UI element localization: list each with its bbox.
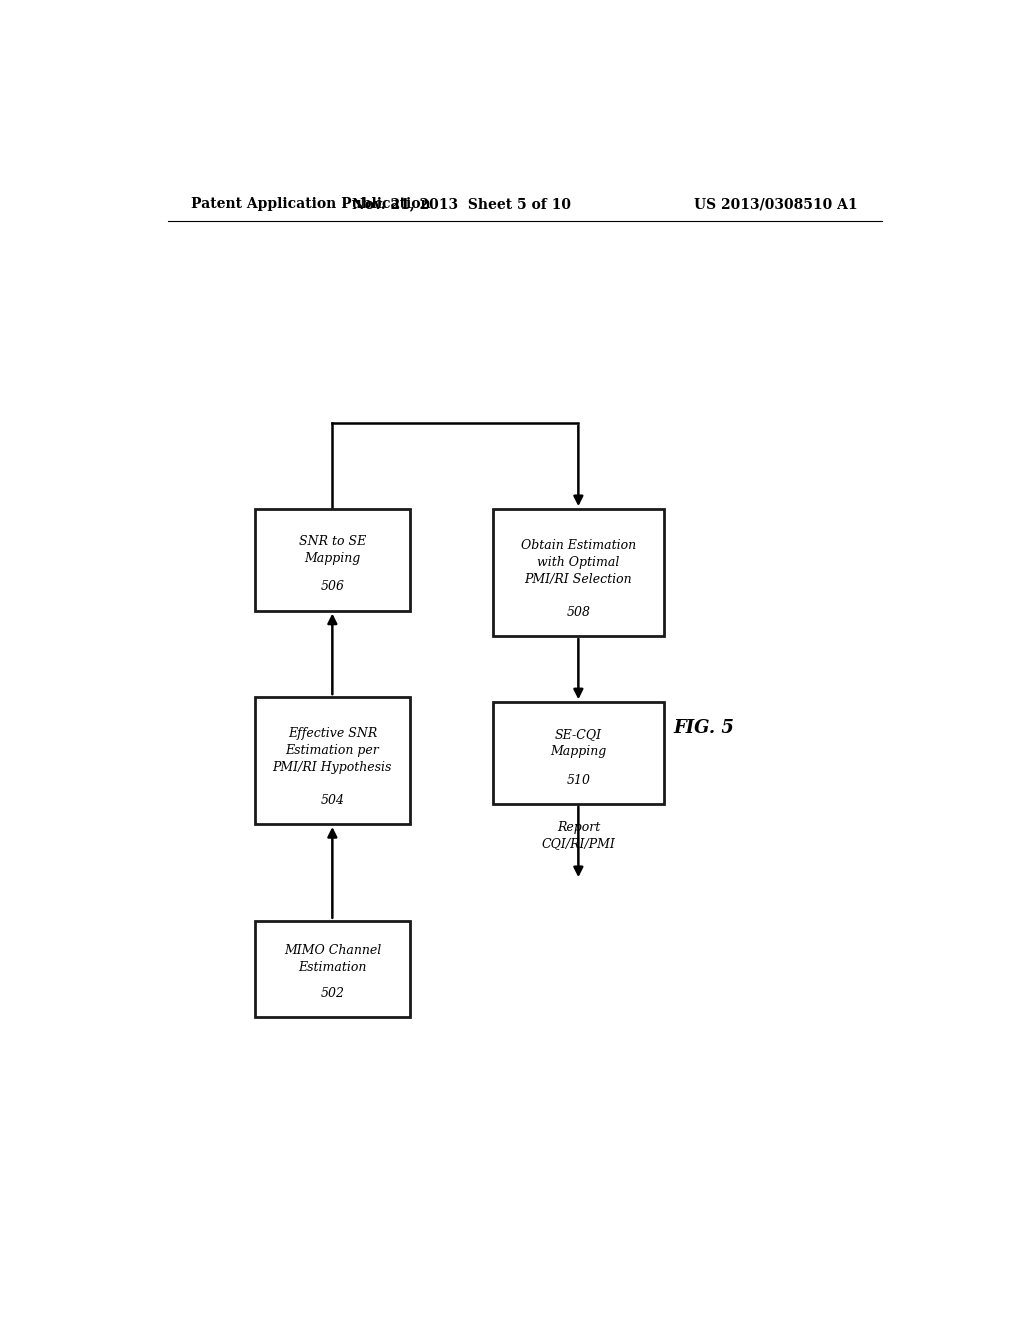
Text: US 2013/0308510 A1: US 2013/0308510 A1: [694, 197, 858, 211]
Text: 508: 508: [566, 606, 591, 619]
Text: 504: 504: [321, 793, 344, 807]
Text: SE-CQI
Mapping: SE-CQI Mapping: [550, 727, 606, 758]
Text: Report
CQI/RI/PMI: Report CQI/RI/PMI: [542, 821, 615, 850]
FancyBboxPatch shape: [255, 921, 410, 1018]
FancyBboxPatch shape: [255, 510, 410, 611]
Text: Patent Application Publication: Patent Application Publication: [191, 197, 431, 211]
FancyBboxPatch shape: [494, 510, 664, 636]
Text: Nov. 21, 2013  Sheet 5 of 10: Nov. 21, 2013 Sheet 5 of 10: [352, 197, 570, 211]
Text: MIMO Channel
Estimation: MIMO Channel Estimation: [284, 944, 381, 974]
FancyBboxPatch shape: [494, 702, 664, 804]
FancyBboxPatch shape: [255, 697, 410, 824]
Text: Obtain Estimation
with Optimal
PMI/RI Selection: Obtain Estimation with Optimal PMI/RI Se…: [521, 539, 636, 586]
Text: 510: 510: [566, 774, 591, 787]
Text: 506: 506: [321, 581, 344, 594]
Text: FIG. 5: FIG. 5: [673, 718, 734, 737]
Text: 502: 502: [321, 987, 344, 1001]
Text: SNR to SE
Mapping: SNR to SE Mapping: [299, 535, 366, 565]
Text: Effective SNR
Estimation per
PMI/RI Hypothesis: Effective SNR Estimation per PMI/RI Hypo…: [272, 727, 392, 774]
